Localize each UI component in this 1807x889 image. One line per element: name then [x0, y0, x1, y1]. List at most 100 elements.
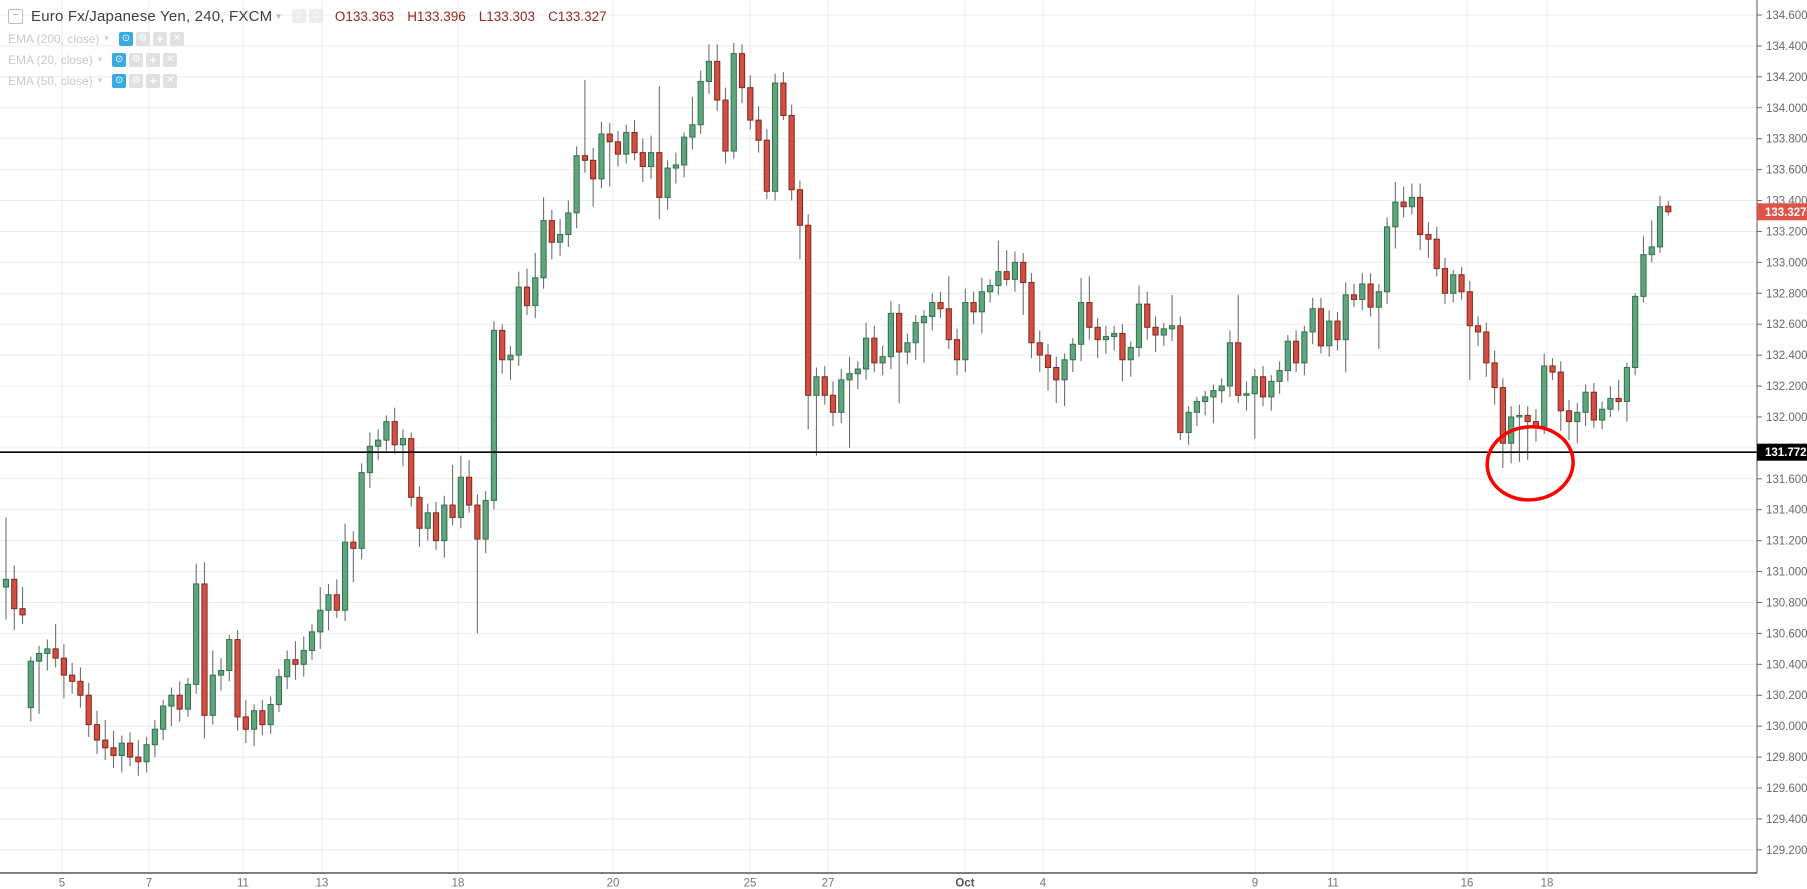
candle-body-down — [1441, 268, 1449, 294]
price-tick-label: 130.200 — [1766, 690, 1807, 702]
candle-body-down — [1259, 376, 1267, 398]
add-icon[interactable]: + — [152, 31, 167, 46]
candle-body-up — [664, 167, 671, 198]
candle-body-down — [449, 504, 456, 518]
price-tick-label: 133.600 — [1766, 165, 1807, 177]
price-tick-label: 132.400 — [1766, 350, 1807, 362]
candle-body-down — [1053, 366, 1060, 381]
eye-icon[interactable]: ⊙ — [291, 9, 306, 23]
chevron-down-icon[interactable]: ▾ — [97, 75, 103, 85]
chevron-down-icon[interactable]: ▾ — [97, 54, 103, 64]
indicator-label[interactable]: EMA (200, close) — [8, 31, 100, 46]
candle-body-up — [209, 674, 216, 716]
last-price-tag: 133.327 — [1757, 203, 1807, 221]
candle-body-up — [772, 82, 779, 192]
candle-body-down — [1293, 340, 1300, 364]
candle-body-down — [201, 583, 208, 716]
time-tick-label: 16 — [1461, 878, 1474, 889]
candle-body-up — [275, 676, 283, 706]
price-tick-label: 132.000 — [1766, 412, 1807, 424]
candle-body-up — [1284, 340, 1291, 372]
candle-body-down — [474, 504, 481, 540]
price-tick-label: 134.000 — [1766, 103, 1807, 115]
candle-body-down — [408, 438, 415, 498]
annotation-ellipse[interactable] — [1484, 423, 1576, 503]
candle-body-down — [738, 53, 746, 89]
price-tick-label: 132.800 — [1766, 288, 1807, 300]
time-tick-label: 13 — [316, 878, 329, 889]
candle-body-down — [292, 659, 299, 665]
candle-body-up — [838, 379, 845, 413]
visibility-eye-icon[interactable]: ⊙ — [112, 52, 127, 67]
candle-body-down — [85, 694, 92, 726]
candle-body-down — [606, 133, 613, 143]
candle-body-up — [151, 728, 158, 746]
candle-body-down — [581, 155, 588, 161]
candle-body-down — [614, 141, 622, 155]
candle-body-down — [780, 82, 787, 116]
close-icon[interactable]: ✕ — [169, 31, 184, 46]
settings-gear-icon[interactable]: ⚙ — [135, 31, 150, 46]
candle-body-down — [639, 152, 646, 168]
candle-body-up — [887, 312, 894, 358]
indicator-row-ema50: EMA (50, close) ▾ ⊙ ⚙ + ✕ — [8, 70, 620, 91]
time-tick-label: 25 — [744, 878, 757, 889]
candle-body-up — [27, 660, 34, 709]
candle-body-up — [118, 742, 125, 757]
candle-body-down — [259, 710, 266, 726]
settings-gear-icon[interactable]: ⚙ — [129, 52, 144, 67]
visibility-eye-icon[interactable]: ⊙ — [112, 73, 127, 88]
candle-body-up — [1102, 336, 1110, 341]
chevron-down-icon[interactable]: ▾ — [104, 33, 109, 43]
candle-body-down — [1028, 281, 1035, 344]
candle-body-up — [184, 683, 192, 710]
candle-body-up — [1383, 226, 1391, 293]
candle-body-down — [1036, 342, 1043, 356]
close-icon[interactable]: ✕ — [163, 73, 178, 88]
candle-body-up — [1160, 328, 1167, 336]
target-icon[interactable]: ⊙ — [308, 9, 323, 23]
candle-body-up — [1632, 295, 1639, 368]
price-axis[interactable]: 134.600 134.400 134.200 134.000 133.800 133.6… — [1756, 0, 1807, 873]
candle-body-up — [1309, 308, 1316, 333]
candle-body-down — [466, 476, 473, 506]
last-price-tag-text: 133.327 — [1765, 207, 1807, 219]
candle-body-down — [135, 756, 142, 763]
candle-body-up — [441, 504, 448, 542]
add-icon[interactable]: + — [146, 52, 161, 67]
candle-body-down — [1044, 354, 1052, 368]
candle-body-down — [1334, 320, 1341, 341]
price-tick-label: 132.600 — [1766, 319, 1807, 331]
close-icon[interactable]: ✕ — [163, 52, 178, 67]
add-icon[interactable]: + — [146, 73, 161, 88]
visibility-eye-icon[interactable]: ⊙ — [118, 31, 133, 46]
candle-body-up — [168, 694, 175, 707]
indicator-label[interactable]: EMA (50, close) — [8, 73, 93, 88]
price-line-tag-bg — [1757, 443, 1807, 461]
candle-body-up — [1301, 331, 1308, 364]
collapse-legend-icon[interactable]: − — [8, 8, 23, 24]
candle-body-down — [19, 608, 26, 616]
candle-body-up — [929, 302, 936, 317]
candle-body-down — [1144, 303, 1151, 328]
time-tick-label: 11 — [1327, 878, 1339, 889]
symbol-title[interactable]: Euro Fx/Japanese Yen, 240, FXCM — [31, 7, 273, 25]
settings-gear-icon[interactable]: ⚙ — [129, 73, 144, 88]
price-tick-label: 132.200 — [1766, 381, 1807, 393]
candle-body-up — [1342, 294, 1349, 341]
candle-body-up — [1218, 385, 1225, 392]
candle-body-down — [945, 308, 952, 341]
candle-body-down — [1474, 325, 1482, 333]
candle-body-up — [490, 329, 498, 501]
candle-body-down — [1590, 391, 1597, 421]
candle-body-down — [805, 224, 812, 396]
time-axis[interactable]: 5 7 11 13 18 20 25 27 Oct 4 9 11 16 18 — [0, 872, 1757, 889]
candle-body-up — [1226, 342, 1234, 387]
chevron-down-icon[interactable]: ▾ — [276, 10, 281, 21]
price-tick-label: 134.200 — [1766, 72, 1807, 84]
candle-body-down — [77, 680, 84, 696]
open-value: O133.363 — [334, 8, 395, 24]
candle-body-up — [647, 152, 655, 168]
indicator-label[interactable]: EMA (20, close) — [8, 52, 93, 67]
